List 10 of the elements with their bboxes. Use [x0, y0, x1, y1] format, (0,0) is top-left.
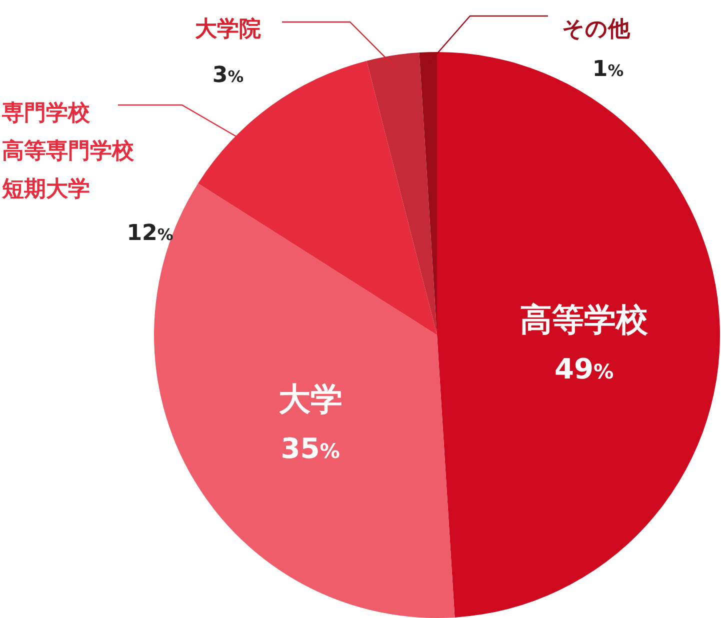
slice-label: その他 — [562, 17, 631, 42]
data-label: 1% — [592, 57, 624, 82]
data-label: 49% — [554, 352, 614, 386]
slice-label: 高等学校 — [520, 300, 650, 338]
slice-label: 大学院 — [195, 17, 261, 42]
data-label: 12% — [126, 221, 174, 246]
data-label: 35% — [280, 432, 340, 465]
slice-label: 大学 — [278, 380, 342, 418]
slice-label: 専門学校高等専門学校短期大学 — [1, 101, 135, 202]
data-label: 3% — [212, 63, 244, 88]
